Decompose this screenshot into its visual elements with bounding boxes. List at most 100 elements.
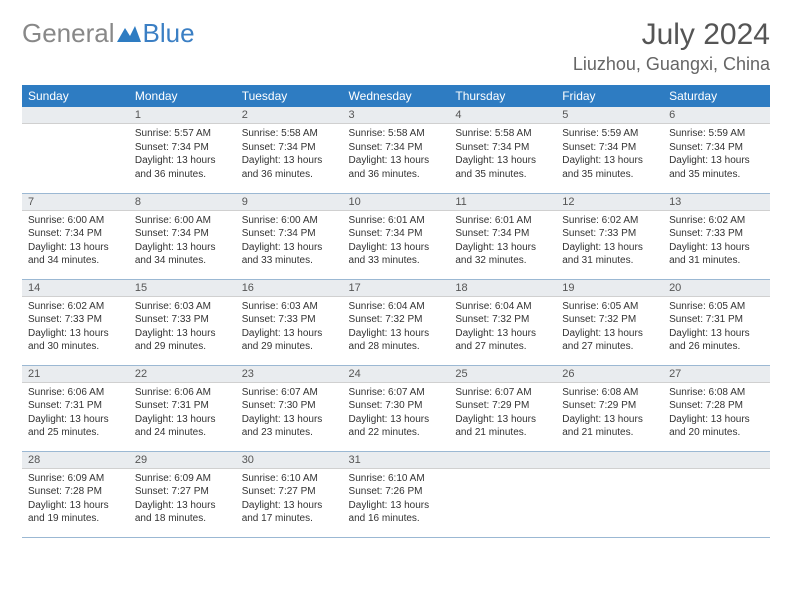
brand-triangle-icon — [117, 18, 141, 49]
day-number: 27 — [663, 366, 770, 383]
sunrise-text: Sunrise: 5:57 AM — [135, 127, 230, 141]
day-number: 6 — [663, 107, 770, 124]
day-number: 11 — [449, 194, 556, 211]
calendar-cell: 26Sunrise: 6:08 AMSunset: 7:29 PMDayligh… — [556, 365, 663, 451]
dl2-text: and 35 minutes. — [562, 168, 657, 182]
weekday-header: Sunday — [22, 85, 129, 107]
day-details: Sunrise: 5:58 AMSunset: 7:34 PMDaylight:… — [449, 124, 556, 187]
day-number: 28 — [22, 452, 129, 469]
dl1-text: Daylight: 13 hours — [135, 499, 230, 513]
dl1-text: Daylight: 13 hours — [242, 327, 337, 341]
sunset-text: Sunset: 7:34 PM — [28, 227, 123, 241]
day-details: Sunrise: 5:58 AMSunset: 7:34 PMDaylight:… — [343, 124, 450, 187]
day-details: Sunrise: 6:07 AMSunset: 7:30 PMDaylight:… — [343, 383, 450, 446]
day-details: Sunrise: 5:57 AMSunset: 7:34 PMDaylight:… — [129, 124, 236, 187]
calendar-cell: 13Sunrise: 6:02 AMSunset: 7:33 PMDayligh… — [663, 193, 770, 279]
dl2-text: and 21 minutes. — [562, 426, 657, 440]
dl1-text: Daylight: 13 hours — [242, 241, 337, 255]
calendar-cell: 6Sunrise: 5:59 AMSunset: 7:34 PMDaylight… — [663, 107, 770, 193]
sunset-text: Sunset: 7:34 PM — [669, 141, 764, 155]
day-number: 21 — [22, 366, 129, 383]
day-number: 22 — [129, 366, 236, 383]
sunrise-text: Sunrise: 6:08 AM — [562, 386, 657, 400]
sunset-text: Sunset: 7:33 PM — [562, 227, 657, 241]
dl2-text: and 27 minutes. — [455, 340, 550, 354]
day-details: Sunrise: 6:01 AMSunset: 7:34 PMDaylight:… — [343, 211, 450, 274]
day-details: Sunrise: 5:58 AMSunset: 7:34 PMDaylight:… — [236, 124, 343, 187]
sunrise-text: Sunrise: 6:06 AM — [28, 386, 123, 400]
calendar-table: Sunday Monday Tuesday Wednesday Thursday… — [22, 85, 770, 538]
dl1-text: Daylight: 13 hours — [349, 499, 444, 513]
day-details: Sunrise: 6:09 AMSunset: 7:27 PMDaylight:… — [129, 469, 236, 532]
sunrise-text: Sunrise: 5:58 AM — [349, 127, 444, 141]
sunrise-text: Sunrise: 6:10 AM — [349, 472, 444, 486]
dl2-text: and 30 minutes. — [28, 340, 123, 354]
day-details: Sunrise: 6:07 AMSunset: 7:30 PMDaylight:… — [236, 383, 343, 446]
sunrise-text: Sunrise: 6:07 AM — [455, 386, 550, 400]
day-number: 14 — [22, 280, 129, 297]
sunset-text: Sunset: 7:33 PM — [135, 313, 230, 327]
dl2-text: and 16 minutes. — [349, 512, 444, 526]
calendar-cell: 16Sunrise: 6:03 AMSunset: 7:33 PMDayligh… — [236, 279, 343, 365]
day-number: 15 — [129, 280, 236, 297]
day-number: 25 — [449, 366, 556, 383]
day-number: 13 — [663, 194, 770, 211]
day-number: 7 — [22, 194, 129, 211]
day-number: 2 — [236, 107, 343, 124]
dl1-text: Daylight: 13 hours — [242, 154, 337, 168]
dl2-text: and 35 minutes. — [455, 168, 550, 182]
dl2-text: and 36 minutes. — [242, 168, 337, 182]
sunrise-text: Sunrise: 6:00 AM — [28, 214, 123, 228]
sunrise-text: Sunrise: 5:59 AM — [562, 127, 657, 141]
month-title: July 2024 — [573, 18, 770, 52]
dl1-text: Daylight: 13 hours — [242, 413, 337, 427]
day-details: Sunrise: 6:06 AMSunset: 7:31 PMDaylight:… — [129, 383, 236, 446]
dl2-text: and 19 minutes. — [28, 512, 123, 526]
day-number: 10 — [343, 194, 450, 211]
day-details: Sunrise: 5:59 AMSunset: 7:34 PMDaylight:… — [663, 124, 770, 187]
calendar-week-row: 1Sunrise: 5:57 AMSunset: 7:34 PMDaylight… — [22, 107, 770, 193]
dl2-text: and 36 minutes. — [135, 168, 230, 182]
dl1-text: Daylight: 13 hours — [242, 499, 337, 513]
sunrise-text: Sunrise: 6:02 AM — [669, 214, 764, 228]
day-details: Sunrise: 6:05 AMSunset: 7:31 PMDaylight:… — [663, 297, 770, 360]
sunrise-text: Sunrise: 6:08 AM — [669, 386, 764, 400]
day-number: 24 — [343, 366, 450, 383]
day-details: Sunrise: 6:07 AMSunset: 7:29 PMDaylight:… — [449, 383, 556, 446]
day-number: 12 — [556, 194, 663, 211]
dl1-text: Daylight: 13 hours — [349, 413, 444, 427]
day-details: Sunrise: 6:05 AMSunset: 7:32 PMDaylight:… — [556, 297, 663, 360]
dl2-text: and 18 minutes. — [135, 512, 230, 526]
dl2-text: and 26 minutes. — [669, 340, 764, 354]
sunrise-text: Sunrise: 6:05 AM — [562, 300, 657, 314]
calendar-cell: 22Sunrise: 6:06 AMSunset: 7:31 PMDayligh… — [129, 365, 236, 451]
sunset-text: Sunset: 7:34 PM — [562, 141, 657, 155]
day-details: Sunrise: 6:02 AMSunset: 7:33 PMDaylight:… — [556, 211, 663, 274]
sunset-text: Sunset: 7:32 PM — [349, 313, 444, 327]
sunrise-text: Sunrise: 6:03 AM — [242, 300, 337, 314]
day-number: 23 — [236, 366, 343, 383]
dl2-text: and 31 minutes. — [669, 254, 764, 268]
sunrise-text: Sunrise: 6:10 AM — [242, 472, 337, 486]
calendar-cell: 21Sunrise: 6:06 AMSunset: 7:31 PMDayligh… — [22, 365, 129, 451]
calendar-cell — [556, 451, 663, 537]
sunset-text: Sunset: 7:34 PM — [349, 141, 444, 155]
calendar-cell: 29Sunrise: 6:09 AMSunset: 7:27 PMDayligh… — [129, 451, 236, 537]
day-number: 30 — [236, 452, 343, 469]
brand-part2: Blue — [143, 18, 195, 49]
dl1-text: Daylight: 13 hours — [28, 499, 123, 513]
sunrise-text: Sunrise: 6:01 AM — [349, 214, 444, 228]
calendar-cell: 2Sunrise: 5:58 AMSunset: 7:34 PMDaylight… — [236, 107, 343, 193]
day-number: 31 — [343, 452, 450, 469]
dl1-text: Daylight: 13 hours — [669, 154, 764, 168]
dl1-text: Daylight: 13 hours — [562, 413, 657, 427]
dl2-text: and 29 minutes. — [135, 340, 230, 354]
day-number: 3 — [343, 107, 450, 124]
dl1-text: Daylight: 13 hours — [562, 241, 657, 255]
sunset-text: Sunset: 7:32 PM — [562, 313, 657, 327]
calendar-cell: 8Sunrise: 6:00 AMSunset: 7:34 PMDaylight… — [129, 193, 236, 279]
weekday-header: Thursday — [449, 85, 556, 107]
calendar-cell: 15Sunrise: 6:03 AMSunset: 7:33 PMDayligh… — [129, 279, 236, 365]
calendar-week-row: 14Sunrise: 6:02 AMSunset: 7:33 PMDayligh… — [22, 279, 770, 365]
sunset-text: Sunset: 7:34 PM — [135, 141, 230, 155]
